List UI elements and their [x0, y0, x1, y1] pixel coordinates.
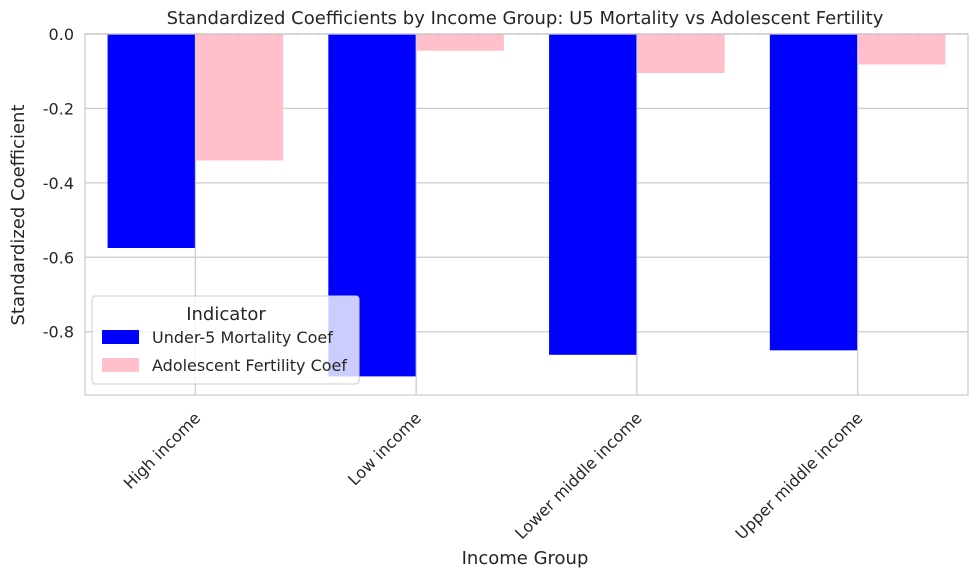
x-axis-title: Income Group: [462, 548, 589, 569]
y-tick-label: -0.8: [43, 323, 74, 342]
bar: [769, 34, 858, 351]
bar: [195, 34, 284, 161]
x-tick-label: Lower middle income: [511, 408, 646, 543]
bar: [107, 34, 195, 248]
bars: [107, 34, 946, 377]
bar: [637, 34, 725, 74]
legend-title: Indicator: [186, 304, 266, 325]
y-tick-labels: 0.0 -0.2 -0.4 -0.6 -0.8: [43, 25, 74, 342]
chart-title: Standardized Coefficients by Income Grou…: [167, 8, 884, 29]
plot-frame: [84, 33, 969, 396]
bar: [416, 34, 504, 51]
legend-swatch: [102, 330, 139, 344]
y-tick-label: 0.0: [49, 25, 74, 44]
bar: [858, 34, 946, 65]
y-tick-label: -0.2: [43, 99, 74, 118]
x-tick-labels: High income Low income Lower middle income…: [120, 408, 867, 543]
y-tick-label: -0.4: [43, 174, 74, 193]
x-tick-label: Low income: [344, 408, 425, 489]
legend-swatch: [102, 358, 139, 372]
legend-items: Under-5 Mortality Coef Adolescent Fertili…: [102, 328, 347, 375]
legend-box: [91, 295, 360, 385]
y-tick-label: -0.6: [43, 248, 74, 267]
legend-label: Under-5 Mortality Coef: [152, 328, 333, 347]
bar: [549, 34, 637, 355]
y-axis-title: Standardized Coefficient: [8, 104, 29, 325]
x-tick-label: High income: [120, 408, 204, 492]
x-tick-label: Upper middle income: [731, 408, 866, 543]
legend-label: Adolescent Fertility Coef: [152, 356, 347, 375]
legend: Indicator Under-5 Mortality Coef Adolesce…: [91, 295, 360, 385]
